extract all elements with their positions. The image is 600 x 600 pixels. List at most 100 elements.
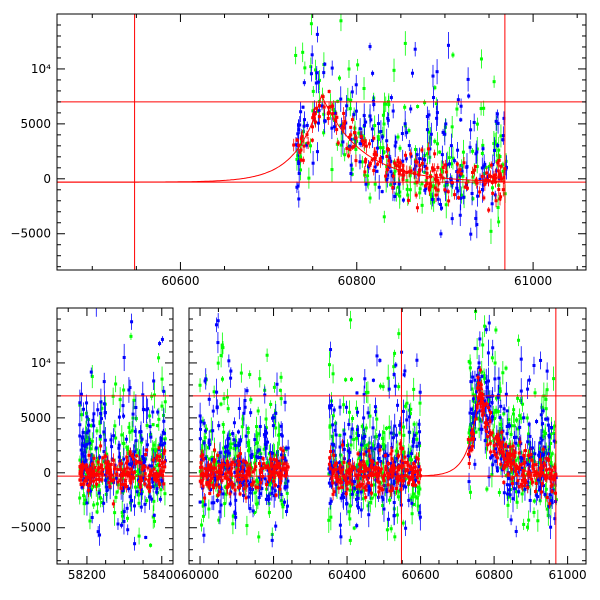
data-point	[346, 449, 350, 453]
data-point	[473, 426, 477, 430]
data-point	[382, 150, 386, 154]
data-point	[397, 165, 401, 169]
data-point	[504, 159, 508, 163]
data-point	[418, 163, 422, 167]
data-point	[379, 129, 383, 133]
data-point	[85, 463, 89, 467]
data-point	[383, 444, 387, 448]
data-point	[127, 425, 131, 429]
data-point	[385, 528, 389, 532]
data-point	[427, 130, 431, 134]
data-point	[98, 455, 102, 459]
data-point	[217, 518, 221, 522]
data-point	[331, 107, 335, 111]
data-point	[341, 440, 345, 444]
data-point	[376, 445, 380, 449]
data-point	[329, 499, 333, 503]
data-point	[460, 169, 464, 173]
data-point	[231, 522, 235, 526]
data-point	[283, 500, 287, 504]
data-point	[401, 454, 405, 458]
data-point	[502, 407, 506, 411]
data-point	[473, 165, 477, 169]
data-point	[280, 434, 284, 438]
data-point	[284, 446, 288, 450]
data-point	[249, 453, 253, 457]
data-point	[160, 404, 164, 408]
data-point	[159, 453, 163, 457]
data-point	[340, 130, 344, 134]
data-point	[145, 423, 149, 427]
data-point	[154, 456, 158, 460]
data-point	[412, 437, 416, 441]
data-point	[99, 444, 103, 448]
data-point	[516, 427, 520, 431]
data-point	[346, 476, 350, 480]
data-point	[368, 465, 372, 469]
data-point	[405, 131, 409, 135]
data-point	[373, 405, 377, 409]
data-point	[118, 462, 122, 466]
data-point	[472, 120, 476, 124]
data-point	[357, 131, 361, 135]
data-point	[373, 493, 377, 497]
data-point	[78, 471, 82, 475]
data-point	[397, 169, 401, 173]
data-point	[463, 185, 467, 189]
data-point	[479, 289, 482, 292]
data-point	[82, 494, 86, 498]
data-point	[242, 467, 246, 471]
data-point	[265, 431, 269, 435]
data-point	[137, 460, 141, 464]
data-point	[332, 465, 336, 469]
data-point	[343, 153, 347, 157]
data-point	[137, 493, 141, 497]
data-point	[467, 454, 471, 458]
data-point	[96, 530, 100, 534]
data-point	[229, 442, 233, 446]
data-point	[493, 193, 497, 197]
data-point	[378, 157, 382, 161]
data-point	[342, 126, 346, 130]
data-point	[496, 410, 500, 414]
data-point	[294, 143, 298, 147]
data-point	[345, 443, 349, 447]
data-point	[139, 477, 143, 481]
data-point	[126, 448, 130, 452]
data-point	[494, 396, 498, 400]
data-point	[455, 186, 459, 190]
data-point	[145, 443, 149, 447]
data-point	[150, 497, 154, 501]
y-tick-label: 5000	[20, 411, 51, 425]
data-point	[210, 481, 214, 485]
data-point	[311, 89, 315, 93]
data-point	[498, 416, 502, 420]
data-point	[82, 444, 86, 448]
data-point	[336, 470, 340, 474]
data-point	[479, 419, 483, 423]
data-point	[396, 489, 400, 493]
data-point	[418, 401, 422, 405]
data-point	[102, 402, 106, 406]
data-point	[272, 416, 276, 420]
data-point	[273, 489, 277, 493]
data-point	[98, 496, 102, 500]
data-point	[483, 172, 487, 176]
data-point	[420, 182, 424, 186]
data-point	[393, 169, 397, 173]
data-point	[265, 462, 269, 466]
data-point	[212, 465, 216, 469]
data-point	[435, 142, 439, 146]
data-point	[521, 402, 525, 406]
data-point	[206, 446, 210, 450]
data-point	[370, 127, 374, 131]
data-point	[216, 361, 220, 365]
data-point	[466, 77, 470, 81]
data-point	[248, 507, 252, 511]
data-point	[222, 446, 226, 450]
data-point	[139, 461, 143, 465]
data-point	[266, 440, 270, 444]
data-point	[550, 452, 554, 456]
data-point	[527, 518, 531, 522]
data-point	[519, 357, 523, 361]
